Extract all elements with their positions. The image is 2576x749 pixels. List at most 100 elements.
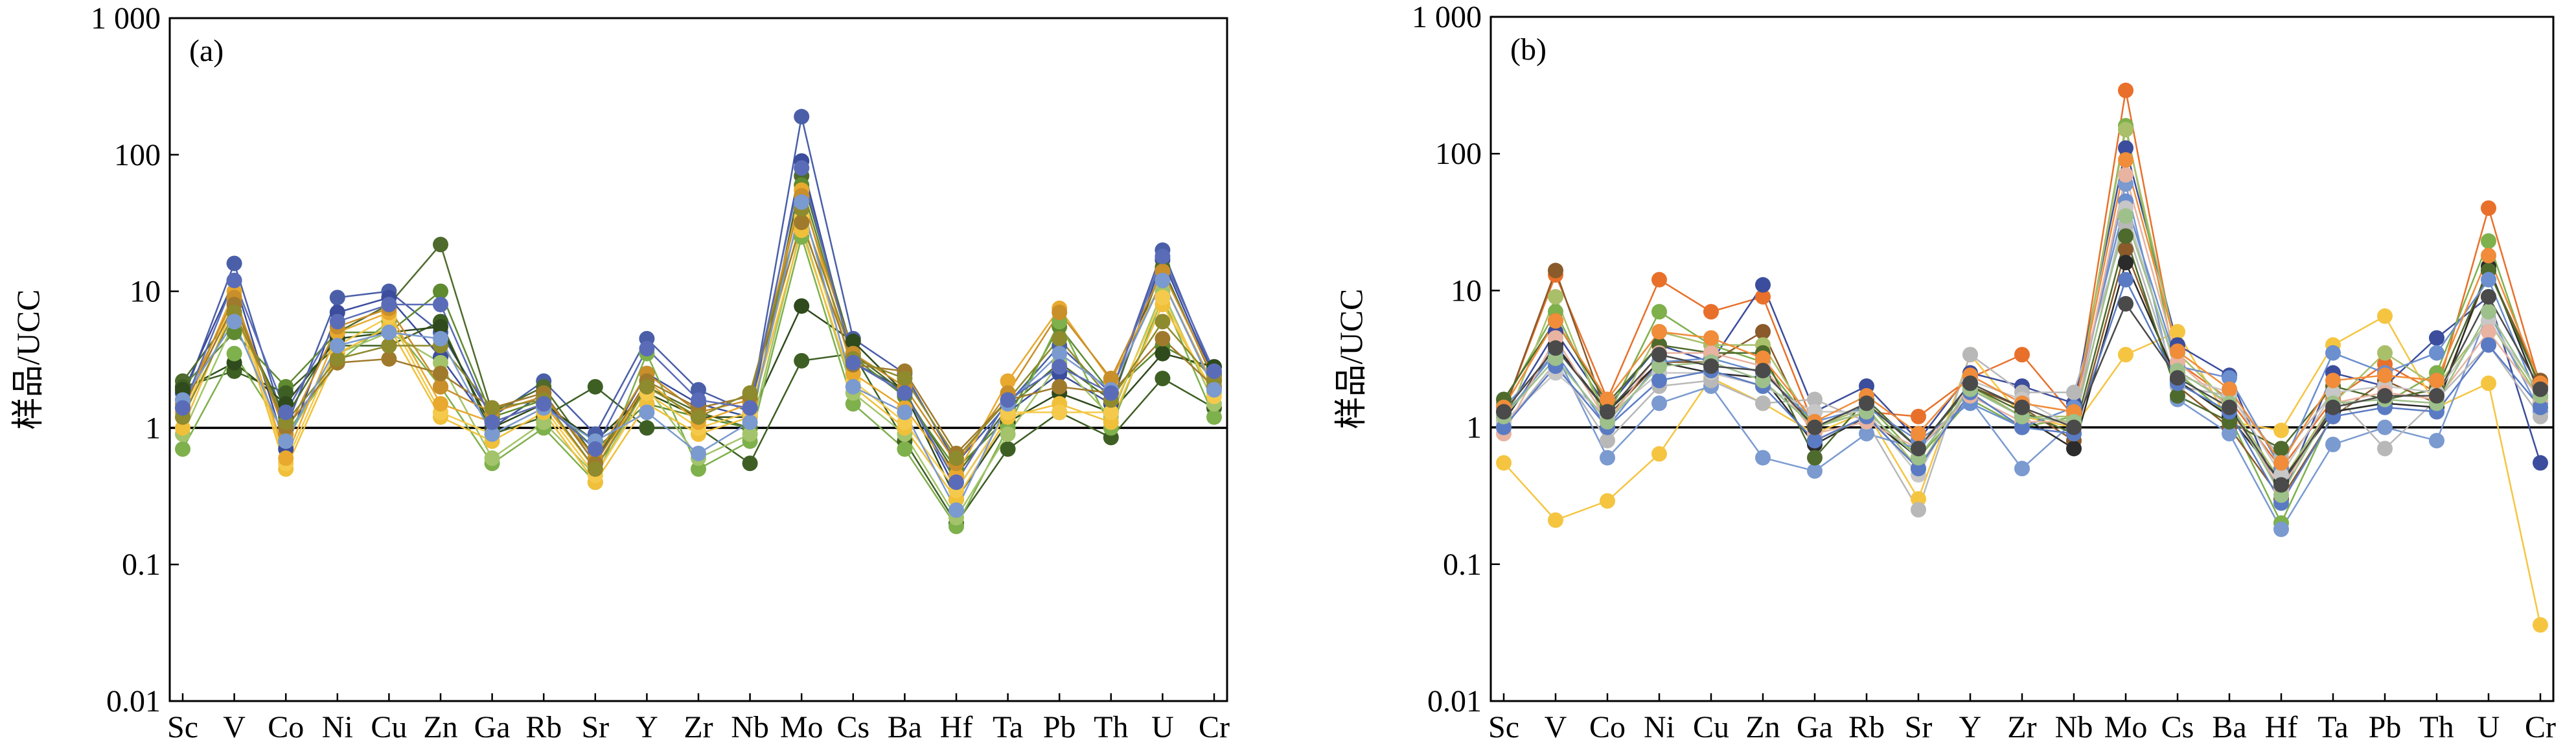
x-tick-label: Th [2419,710,2454,744]
data-point [639,404,655,421]
y-tick-label: 1 [145,411,161,445]
data-point [381,297,397,313]
data-point [845,396,861,412]
data-point [1859,426,1874,442]
data-point [691,409,706,425]
x-tick-label: Cs [2161,710,2194,744]
y-axis-title: 样品/UCC [1333,289,1369,430]
data-point [1496,419,1512,435]
data-point [1548,340,1563,356]
data-point [2377,419,2393,435]
data-point [1103,385,1119,401]
data-point [1703,304,1719,320]
x-tick-label: Co [1589,710,1626,744]
data-point [587,441,603,457]
data-point [1496,455,1512,471]
data-point [278,450,294,467]
data-point [1600,391,1615,408]
x-tick-label: Ta [993,710,1023,744]
data-point [484,426,500,443]
data-point [1807,391,1823,408]
x-tick-label: V [223,710,246,744]
data-point [1206,382,1222,398]
data-point [2533,381,2548,397]
x-tick-label: Cr [1199,710,1230,744]
data-point [1600,404,1615,420]
data-point [1155,345,1171,362]
data-point [1703,358,1719,374]
data-point [2170,370,2185,386]
data-point [1000,373,1016,389]
data-point [691,445,706,461]
data-point [2481,233,2496,249]
x-tick-label: U [2478,710,2500,744]
data-point [2170,343,2185,360]
data-point [2325,345,2341,361]
x-tick-label: Ga [474,710,511,744]
data-point [2325,399,2341,415]
data-point [1807,433,1823,449]
y-tick-label: 1 000 [1412,0,1482,34]
data-point [1052,378,1068,395]
x-tick-label: Zn [423,710,457,744]
data-point [433,396,448,412]
x-tick-label: Cr [2525,710,2556,744]
data-point [1600,450,1615,466]
x-tick-label: Cs [836,710,869,744]
data-point [2429,330,2444,346]
data-point [2429,387,2444,404]
x-tick-label: Sr [581,710,609,744]
data-point [2118,228,2133,244]
data-point [2066,384,2082,400]
data-point [2481,337,2496,353]
data-point [1496,404,1512,420]
data-point [2014,419,2030,435]
data-point [1052,305,1068,321]
data-point [1755,450,1771,466]
x-tick-label: Sr [1905,710,1933,744]
y-tick-label: 0.01 [1427,684,1482,719]
x-tick-label: Ga [1797,710,1833,744]
data-point [639,341,655,357]
data-point [1155,330,1171,347]
data-point [433,283,448,299]
data-point [1755,323,1771,340]
x-tick-label: Mo [780,710,823,744]
data-point [2429,373,2444,389]
y-tick-label: 100 [1435,137,1482,171]
data-point [587,378,603,395]
data-point [2273,521,2289,537]
y-tick-label: 10 [1451,273,1482,308]
data-point [2533,617,2548,633]
y-tick-label: 0.1 [1443,547,1482,582]
data-point [2481,323,2496,340]
data-point [2118,208,2133,224]
data-point [2170,387,2185,404]
data-point [1000,441,1016,457]
data-point [897,404,913,421]
data-point [794,214,810,231]
data-point [1155,248,1171,264]
data-point [742,426,758,443]
data-point [2377,308,2393,324]
data-point [1755,277,1771,293]
data-point [329,351,345,367]
data-point [1651,271,1667,288]
x-tick-label: Ni [322,710,353,744]
data-point [742,385,758,401]
x-tick-label: Pb [1043,710,1076,744]
data-point [2325,384,2341,400]
data-point [1651,323,1667,340]
data-point [1807,463,1823,479]
data-point [949,450,964,467]
data-point [639,378,655,395]
data-point [691,461,706,477]
data-point [1548,289,1563,305]
data-point [1000,392,1016,408]
data-point [2273,477,2289,493]
x-tick-label: Rb [525,710,562,744]
data-point [2066,441,2082,457]
data-point [381,351,397,367]
data-point [1911,426,1926,442]
